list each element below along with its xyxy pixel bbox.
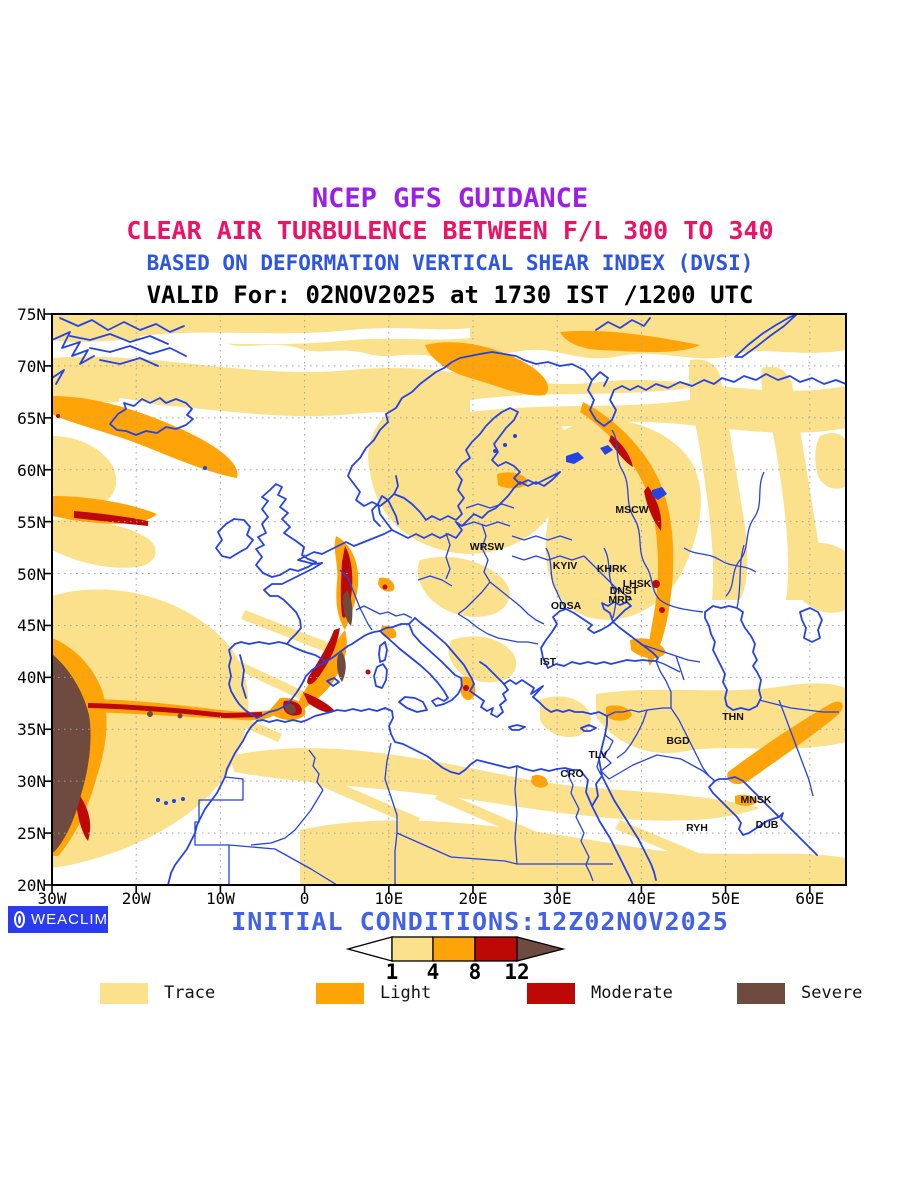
lon-tick-label: 10W [205,889,235,908]
lat-tick-label: 55N [17,512,46,532]
clear-gaps [116,328,690,462]
lat-tick-label: 20N [17,875,46,895]
city-label-dnst: DNST [609,585,639,597]
scale-value: 1 [385,960,399,984]
legend-swatch-trace [100,983,148,1004]
lat-tick-label: 65N [17,408,46,428]
coastlines [52,314,846,885]
city-label-cro: CRO [560,768,584,780]
lat-tick-label: 60N [17,460,46,480]
legend-label-moderate: Moderate [591,983,673,1003]
scale-value: 12 [504,960,530,984]
logo-ring-icon [14,911,25,928]
map-frame [51,313,847,886]
lat-tick-label: 50N [17,564,46,584]
legend-swatch-moderate [527,983,575,1004]
scale-value: 8 [468,960,482,984]
city-label-kyiv: KYIV [552,560,578,572]
lat-tick-label: 30N [17,772,46,792]
logo-text: WEACLIM [30,911,108,928]
turbulence-map [44,313,847,893]
scale-value: 4 [426,960,440,984]
city-label-tlv: TLV [588,749,608,761]
title-model: NCEP GFS GUIDANCE [311,183,589,214]
city-label-ist: IST [539,656,557,668]
legend-label-severe: Severe [801,983,863,1003]
weaclim-logo: WEACLIM [8,906,108,933]
legend-swatch-light [316,983,364,1004]
lat-tick-label: 75N [17,305,46,324]
lat-tick-label: 40N [17,668,46,688]
lon-tick-label: 20W [121,889,151,908]
lon-tick-label: 10E [374,889,404,908]
lon-tick-label: 30W [37,889,67,908]
title-product: CLEAR AIR TURBULENCE BETWEEN F/L 300 TO … [126,216,774,245]
city-label-mscw: MSCW [615,504,649,516]
axis-ticks [44,313,811,893]
lon-tick-label: 60E [795,889,825,908]
lat-tick-label: 25N [17,824,46,844]
city-label-wrsw: WRSW [469,541,505,553]
borders-rivers [194,429,839,885]
lat-tick-label: 70N [17,356,46,376]
severe-areas [52,590,353,852]
lat-tick-label: 45N [17,616,46,636]
city-label-odsa: ODSA [550,600,582,612]
lon-tick-label: 20E [458,889,488,908]
initial-conditions: INITIAL CONDITIONS:12Z02NOV2025 [231,907,729,936]
city-label-bgd: BGD [666,735,690,747]
title-method: BASED ON DEFORMATION VERTICAL SHEAR INDE… [146,251,754,275]
grid-lines [52,314,846,885]
city-label-mnsk: MNSK [740,794,772,806]
city-label-khrk: KHRK [596,563,628,575]
trace-areas [52,314,846,885]
lon-tick-label: 50E [711,889,741,908]
color-scale: 1 4 8 12 [340,932,580,992]
legend-label-trace: Trace [164,983,216,1003]
title-valid-time: VALID For: 02NOV2025 at 1730 IST /1200 U… [146,281,754,309]
legend-swatch-severe [737,983,785,1004]
city-label-mrp: MRP [608,594,632,606]
lon-tick-label: 40E [626,889,656,908]
lon-tick-label: 30E [542,889,572,908]
city-label-ryh: RYH [686,822,708,834]
lon-tick-label: 0 [299,889,310,908]
city-label-lhsk: LHSK [622,578,652,590]
city-label-dub: DUB [755,819,779,831]
lat-tick-label: 35N [17,720,46,740]
city-label-thn: THN [722,711,744,723]
color-scale-arrow [345,936,566,962]
legend-label-light: Light [380,983,432,1003]
